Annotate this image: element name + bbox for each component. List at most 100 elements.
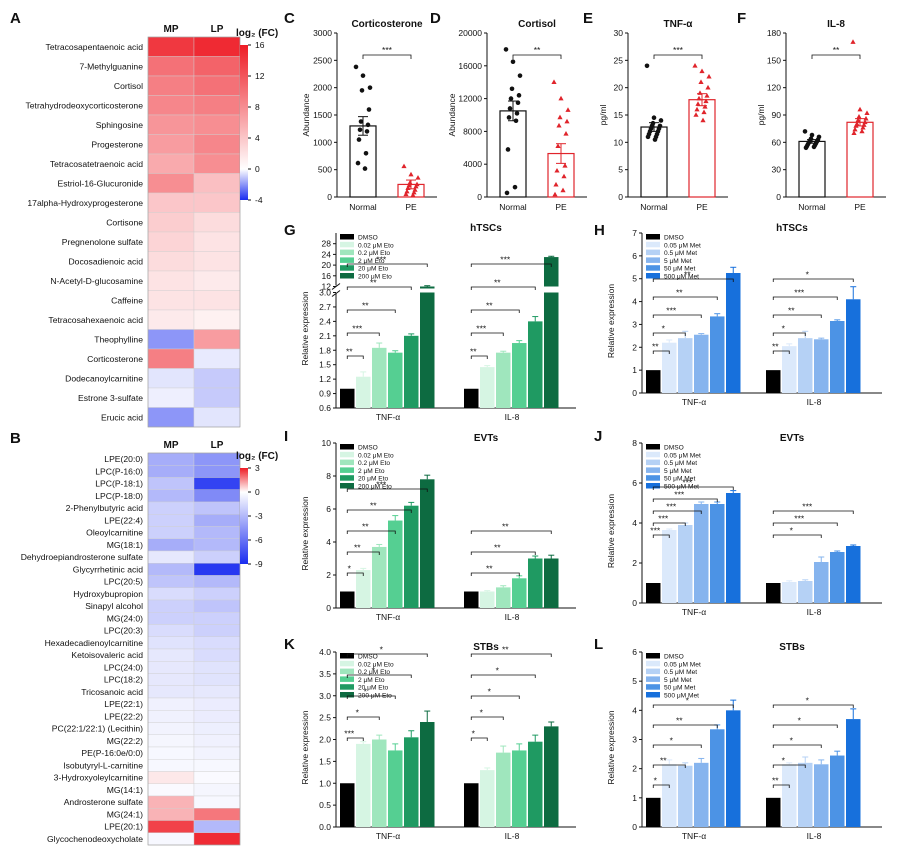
panel-label-h: H [594, 222, 605, 239]
bar [662, 342, 677, 393]
legend-title: log₂ (FC) [236, 28, 278, 39]
significance-bracket [346, 695, 396, 699]
row-label: MG(18:1) [107, 540, 143, 550]
heatmap-cell [193, 477, 241, 490]
heatmap-cell [193, 734, 241, 748]
data-point [701, 109, 707, 115]
significance-bracket [470, 716, 504, 720]
heatmap-cell [193, 329, 241, 350]
y-tick-label: 5 [632, 676, 637, 686]
bar [340, 591, 355, 608]
x-tick-label: TNF-α [682, 831, 706, 841]
row-label: Glycochenodeoxycholate [47, 834, 143, 844]
significance-label: ** [772, 342, 779, 352]
y-tick-label: 16 [322, 271, 332, 281]
bar [340, 388, 355, 408]
significance-bracket [346, 509, 412, 513]
chart-f: IL-8 0 30 60 90 120 150 180 pg/ml Normal PE ** [756, 19, 886, 212]
heatmap-cell [147, 270, 195, 291]
heatmap-cell [193, 526, 241, 539]
data-point [358, 119, 364, 124]
y-tick-label: 3 [632, 319, 637, 329]
heatmap-cell [147, 832, 195, 846]
panel-label-c: C [284, 10, 295, 27]
significance-label: ** [676, 716, 683, 726]
x-tick-label: IL-8 [505, 831, 520, 841]
bar [420, 479, 435, 608]
row-label: Tetracosatetraenoic acid [50, 159, 143, 169]
heatmap-cell [147, 348, 195, 369]
column-header: MP [164, 440, 179, 451]
chart-title: hTSCs [776, 223, 808, 234]
row-label: Ketoisovaleric acid [71, 650, 143, 660]
heatmap-cell [193, 56, 241, 77]
heatmap-cell [147, 407, 195, 428]
row-label: Estriol-16-Glucuronide [58, 178, 144, 188]
heatmap-cell [193, 465, 241, 478]
heatmap-cell [147, 212, 195, 233]
bar [420, 292, 435, 408]
significance-label: *** [666, 306, 677, 316]
y-tick-label: 60 [772, 137, 782, 147]
legend-label: 0.2 μM Eto [358, 669, 390, 676]
heatmap-cell [193, 808, 241, 821]
data-point [516, 93, 522, 98]
panel-label-e: E [583, 10, 593, 27]
significance-bracket [652, 278, 734, 282]
data-point [558, 95, 564, 101]
legend-swatch [646, 660, 660, 667]
y-tick-label: 3.5 [319, 669, 331, 679]
heatmap-cell [147, 526, 195, 539]
heatmap-cell [193, 648, 241, 662]
row-label: LPE(20:0) [104, 454, 143, 464]
y-tick-label: 1 [632, 365, 637, 375]
heatmap-cell [147, 783, 195, 797]
row-label: Oleoylcarnitine [86, 528, 143, 538]
legend-swatch [646, 467, 660, 473]
legend-swatch [646, 451, 660, 458]
data-point [698, 79, 704, 84]
legend-label: 50 μM Met [664, 685, 695, 692]
heatmap-cell [147, 114, 195, 135]
heatmap-cell [193, 759, 241, 772]
y-tick-label: 0 [632, 822, 637, 832]
legend-tick-label: 8 [255, 102, 260, 112]
bar [464, 388, 479, 408]
bar [830, 755, 845, 827]
y-tick-label: 2 [326, 570, 331, 580]
bar [782, 764, 797, 827]
heatmap-cell [193, 153, 241, 174]
row-label: 2-Phenylbutyric acid [66, 503, 144, 513]
significance-label: ** [660, 756, 667, 766]
y-tick-label: 0.9 [319, 389, 331, 399]
y-tick-label: 1 [632, 793, 637, 803]
row-label: LPE(22:1) [104, 699, 143, 709]
legend-swatch [646, 668, 660, 675]
data-point [365, 122, 371, 128]
bar [830, 321, 845, 393]
y-axis-label: pg/ml [756, 105, 766, 126]
significance-bracket [362, 54, 412, 59]
data-point [513, 118, 519, 124]
y-tick-label: 0 [477, 192, 482, 202]
data-point [704, 93, 710, 98]
data-point [856, 114, 862, 119]
y-tick-label: 10 [322, 438, 332, 448]
row-label: 3-Hydroxyoleylcarnitine [54, 773, 144, 783]
row-label: Corticosterone [87, 354, 143, 364]
row-label: MG(14:1) [107, 785, 143, 795]
bar [782, 582, 797, 603]
x-tick-label: TNF-α [376, 831, 400, 841]
data-point [695, 101, 701, 106]
significance-label: ** [486, 564, 493, 574]
column-header: MP [164, 24, 179, 35]
y-tick-label: 25 [614, 55, 624, 65]
bar [782, 346, 797, 393]
data-point [561, 173, 567, 179]
bar [372, 546, 387, 608]
y-tick-label: 1500 [313, 110, 332, 120]
y-tick-label: 12000 [458, 94, 482, 104]
bar [814, 764, 829, 827]
heatmap-cell [193, 587, 241, 601]
